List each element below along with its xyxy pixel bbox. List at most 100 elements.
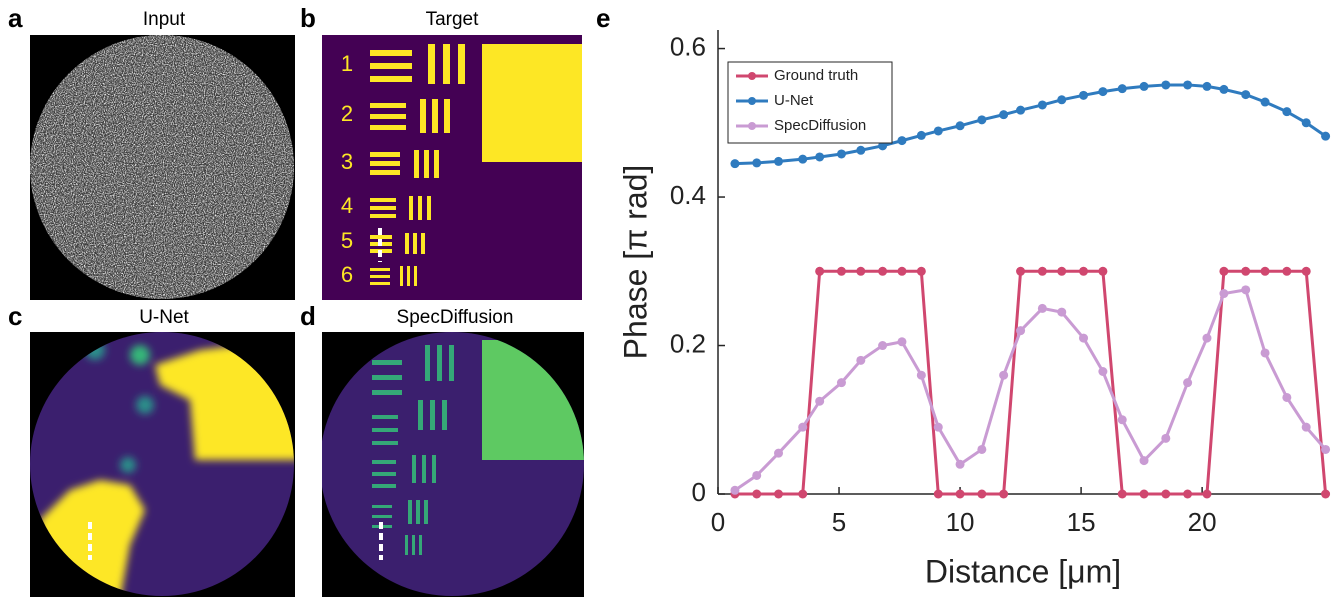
data-point xyxy=(999,370,1009,380)
data-point xyxy=(1037,100,1047,110)
legend-label: U-Net xyxy=(774,92,814,109)
data-point xyxy=(933,422,943,432)
speckle xyxy=(30,35,294,299)
panel-letter: b xyxy=(300,3,316,33)
data-point xyxy=(1202,489,1212,499)
x-tick-label: 10 xyxy=(946,507,975,537)
data-point xyxy=(1301,266,1311,276)
target-square xyxy=(482,44,582,162)
data-point xyxy=(878,341,888,351)
x-tick-label: 20 xyxy=(1188,507,1217,537)
target-label: 3 xyxy=(341,149,353,174)
data-point xyxy=(1117,415,1127,425)
legend-marker xyxy=(748,97,756,105)
data-point xyxy=(1301,422,1311,432)
data-point xyxy=(1260,97,1270,107)
y-tick-label: 0.6 xyxy=(670,31,706,61)
target-label: 6 xyxy=(341,262,353,287)
data-point xyxy=(1321,489,1331,499)
data-point xyxy=(1037,303,1047,313)
data-point xyxy=(916,370,926,380)
data-point xyxy=(1016,326,1026,336)
data-point xyxy=(774,448,784,458)
data-point xyxy=(977,115,987,125)
line-chart: 0 0.2 0.4 0.6 0 5 10 15 20 Distance [μm] Phase [π … xyxy=(617,30,1331,589)
panel-letter: d xyxy=(300,301,316,331)
data-point xyxy=(752,470,762,480)
specdiffusion-image xyxy=(322,332,584,596)
data-point xyxy=(1241,266,1251,276)
data-point xyxy=(1037,266,1047,276)
y-tick-label: 0 xyxy=(692,477,706,507)
y-axis-label: Phase [π rad] xyxy=(617,165,653,360)
panel-letter: e xyxy=(596,3,610,33)
series-line xyxy=(734,269,1328,496)
data-point xyxy=(836,266,846,276)
data-point xyxy=(1219,289,1229,299)
panel-a: a Input xyxy=(8,3,295,300)
panel-c: c U-Net xyxy=(8,301,295,597)
data-point xyxy=(836,149,846,159)
data-point xyxy=(1016,266,1026,276)
data-point xyxy=(1301,118,1311,128)
data-point xyxy=(1098,87,1108,97)
data-point xyxy=(1183,80,1193,90)
data-point xyxy=(1241,285,1251,295)
data-point xyxy=(1321,444,1331,454)
data-point xyxy=(1079,90,1089,100)
target-label: 1 xyxy=(341,51,353,76)
data-point xyxy=(1161,489,1171,499)
data-point xyxy=(1183,378,1193,388)
data-point xyxy=(798,154,808,164)
x-tick-label: 0 xyxy=(711,507,725,537)
data-point xyxy=(933,489,943,499)
data-point xyxy=(955,459,965,469)
panel-title: U-Net xyxy=(139,307,189,328)
data-point xyxy=(1282,266,1292,276)
x-tick-label: 15 xyxy=(1067,507,1096,537)
data-point xyxy=(977,444,987,454)
data-point xyxy=(1057,307,1067,317)
data-point xyxy=(1016,105,1026,115)
legend-marker xyxy=(748,72,756,80)
data-point xyxy=(1139,456,1149,466)
data-point xyxy=(1202,333,1212,343)
data-point xyxy=(730,159,740,169)
data-point xyxy=(774,156,784,166)
x-tick-label: 5 xyxy=(832,507,846,537)
data-point xyxy=(1202,81,1212,91)
data-point xyxy=(1241,90,1251,100)
data-point xyxy=(856,266,866,276)
data-point xyxy=(1219,84,1229,94)
data-point xyxy=(897,266,907,276)
x-axis-label: Distance [μm] xyxy=(925,553,1121,589)
data-point xyxy=(1260,348,1270,358)
unet-image xyxy=(30,332,294,596)
data-point xyxy=(1161,433,1171,443)
panel-d: d SpecDiffusion xyxy=(300,301,584,597)
data-point xyxy=(1117,84,1127,94)
data-point xyxy=(1057,266,1067,276)
data-point xyxy=(916,266,926,276)
data-point xyxy=(955,121,965,131)
data-point xyxy=(878,141,888,151)
data-point xyxy=(752,158,762,168)
target-label: 2 xyxy=(341,101,353,126)
data-point xyxy=(999,110,1009,120)
panel-b: b Target xyxy=(300,3,582,300)
data-point xyxy=(1079,333,1089,343)
target-label: 4 xyxy=(341,193,353,218)
legend-marker xyxy=(748,122,756,130)
data-point xyxy=(933,126,943,136)
data-point xyxy=(1079,266,1089,276)
data-point xyxy=(856,355,866,365)
data-point xyxy=(916,130,926,140)
y-tick-label: 0.2 xyxy=(670,328,706,358)
data-point xyxy=(1098,367,1108,377)
data-point xyxy=(798,422,808,432)
data-point xyxy=(1098,266,1108,276)
data-point xyxy=(1161,80,1171,90)
data-point xyxy=(1219,266,1229,276)
legend-label: Ground truth xyxy=(774,67,858,84)
panel-title: SpecDiffusion xyxy=(397,307,514,328)
